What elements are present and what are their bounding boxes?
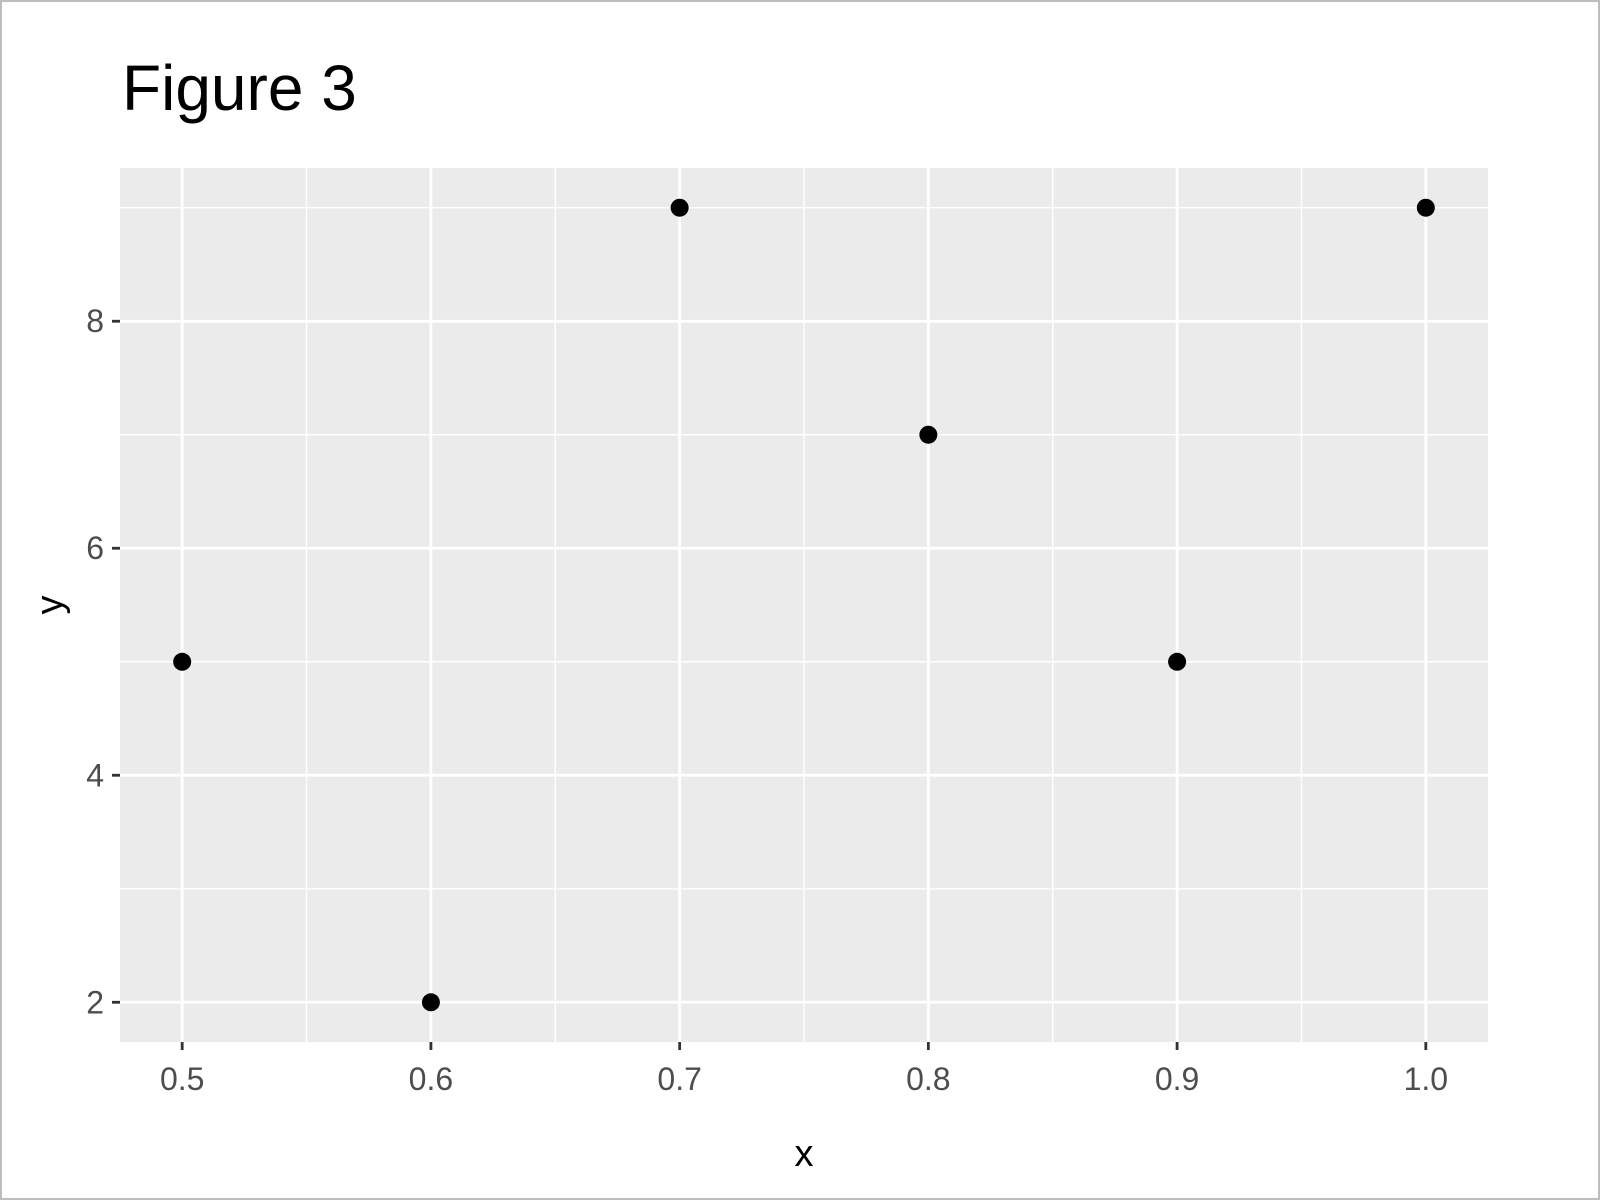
data-point-2 bbox=[670, 198, 689, 217]
major-gridlines bbox=[120, 168, 1488, 1042]
x-tick-label-1: 0.6 bbox=[409, 1061, 453, 1097]
x-axis-title: x bbox=[795, 1133, 814, 1175]
y-tick-label-2: 6 bbox=[86, 530, 104, 566]
x-tick-label-3: 0.8 bbox=[906, 1061, 950, 1097]
y-tick-label-3: 8 bbox=[86, 303, 104, 339]
x-axis: 0.5 0.6 0.7 0.8 0.9 1.0 bbox=[160, 1042, 1448, 1097]
chart-title: Figure 3 bbox=[122, 52, 357, 124]
data-points bbox=[173, 198, 1435, 1012]
x-tick-label-5: 1.0 bbox=[1404, 1061, 1448, 1097]
x-tick-label-4: 0.9 bbox=[1155, 1061, 1199, 1097]
y-tick-label-0: 2 bbox=[86, 984, 104, 1020]
x-tick-label-2: 0.7 bbox=[657, 1061, 701, 1097]
y-axis-title: y bbox=[29, 596, 71, 615]
x-tick-label-0: 0.5 bbox=[160, 1061, 204, 1097]
data-point-3 bbox=[919, 425, 938, 444]
data-point-5 bbox=[1416, 198, 1435, 217]
data-point-4 bbox=[1168, 652, 1187, 671]
minor-gridlines bbox=[120, 168, 1488, 1042]
data-point-0 bbox=[173, 652, 192, 671]
y-tick-label-1: 4 bbox=[86, 757, 104, 793]
data-point-1 bbox=[421, 993, 440, 1012]
y-axis: 2 4 6 8 bbox=[86, 303, 120, 1020]
